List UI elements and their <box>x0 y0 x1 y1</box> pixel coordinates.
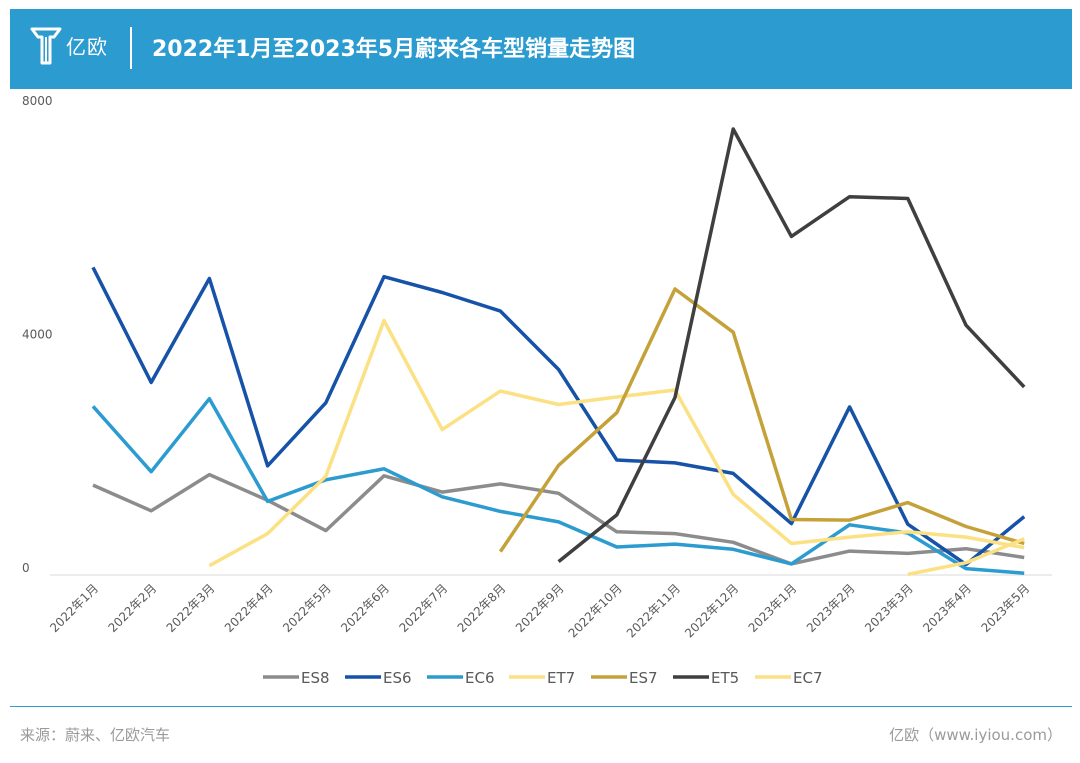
x-tick-label: 2023年5月 <box>978 581 1032 635</box>
x-tick-label: 2022年11月 <box>624 581 683 640</box>
series-line-es8 <box>92 472 1025 566</box>
yiou-logo-icon <box>30 27 62 65</box>
x-axis: 2022年1月 2022年2月 2022年3月 2022年4月 2022年5月 2022年… <box>47 574 1052 640</box>
x-tick-label: 2023年4月 <box>920 581 974 635</box>
x-tick-label: 2023年2月 <box>804 581 858 635</box>
header-divider <box>130 27 132 69</box>
x-tick-label: 2022年7月 <box>396 581 450 635</box>
series-lines <box>91 127 1026 577</box>
x-tick-label: 2022年12月 <box>682 581 741 640</box>
footer-divider <box>10 706 1072 707</box>
x-tick-label: 2022年5月 <box>280 581 334 635</box>
legend-label: ES8 <box>301 669 330 687</box>
x-tick-label: 2022年10月 <box>566 581 625 640</box>
x-tick-label: 2022年4月 <box>222 581 276 635</box>
x-tick-label: 2023年1月 <box>746 581 800 635</box>
site-credit: 亿欧（www.iyiou.com） <box>889 726 1062 744</box>
x-tick-label: 2022年9月 <box>513 581 567 635</box>
source-note: 来源：蔚来、亿欧汽车 <box>20 726 171 744</box>
series-line-es6 <box>91 266 1026 567</box>
x-tick-label: 2022年8月 <box>455 581 509 635</box>
x-tick-label: 2022年2月 <box>105 581 159 635</box>
legend-label: ES7 <box>629 669 658 687</box>
x-tick-label: 2022年1月 <box>47 581 101 635</box>
legend-label: EC6 <box>465 669 495 687</box>
page-title: 2022年1月至2023年5月蔚来各车型销量走势图 <box>152 37 636 62</box>
page-header: 亿欧 2022年1月至2023年5月蔚来各车型销量走势图 <box>10 9 1072 89</box>
y-tick-label: 0 <box>22 561 30 575</box>
y-axis: 0 4000 8000 <box>22 95 53 575</box>
series-line-ec7 <box>907 537 1025 577</box>
y-tick-label: 4000 <box>22 328 53 342</box>
x-tick-label: 2023年3月 <box>862 581 916 635</box>
legend-label: ET7 <box>547 669 575 687</box>
series-line-ec6 <box>91 396 1025 575</box>
brand-name: 亿欧 <box>66 35 108 59</box>
series-line-et7 <box>208 318 1025 568</box>
series-line-es7 <box>498 287 1025 553</box>
legend-label: ET5 <box>711 669 739 687</box>
y-tick-label: 8000 <box>22 95 53 108</box>
legend-label: EC7 <box>793 669 823 687</box>
legend: ES8 ES6 EC6 ET7 ES7 ET5 EC7 <box>263 669 823 687</box>
legend-label: ES6 <box>383 669 412 687</box>
x-tick-label: 2022年3月 <box>164 581 218 635</box>
series-line-et5 <box>557 127 1026 563</box>
x-tick-label: 2022年6月 <box>338 581 392 635</box>
